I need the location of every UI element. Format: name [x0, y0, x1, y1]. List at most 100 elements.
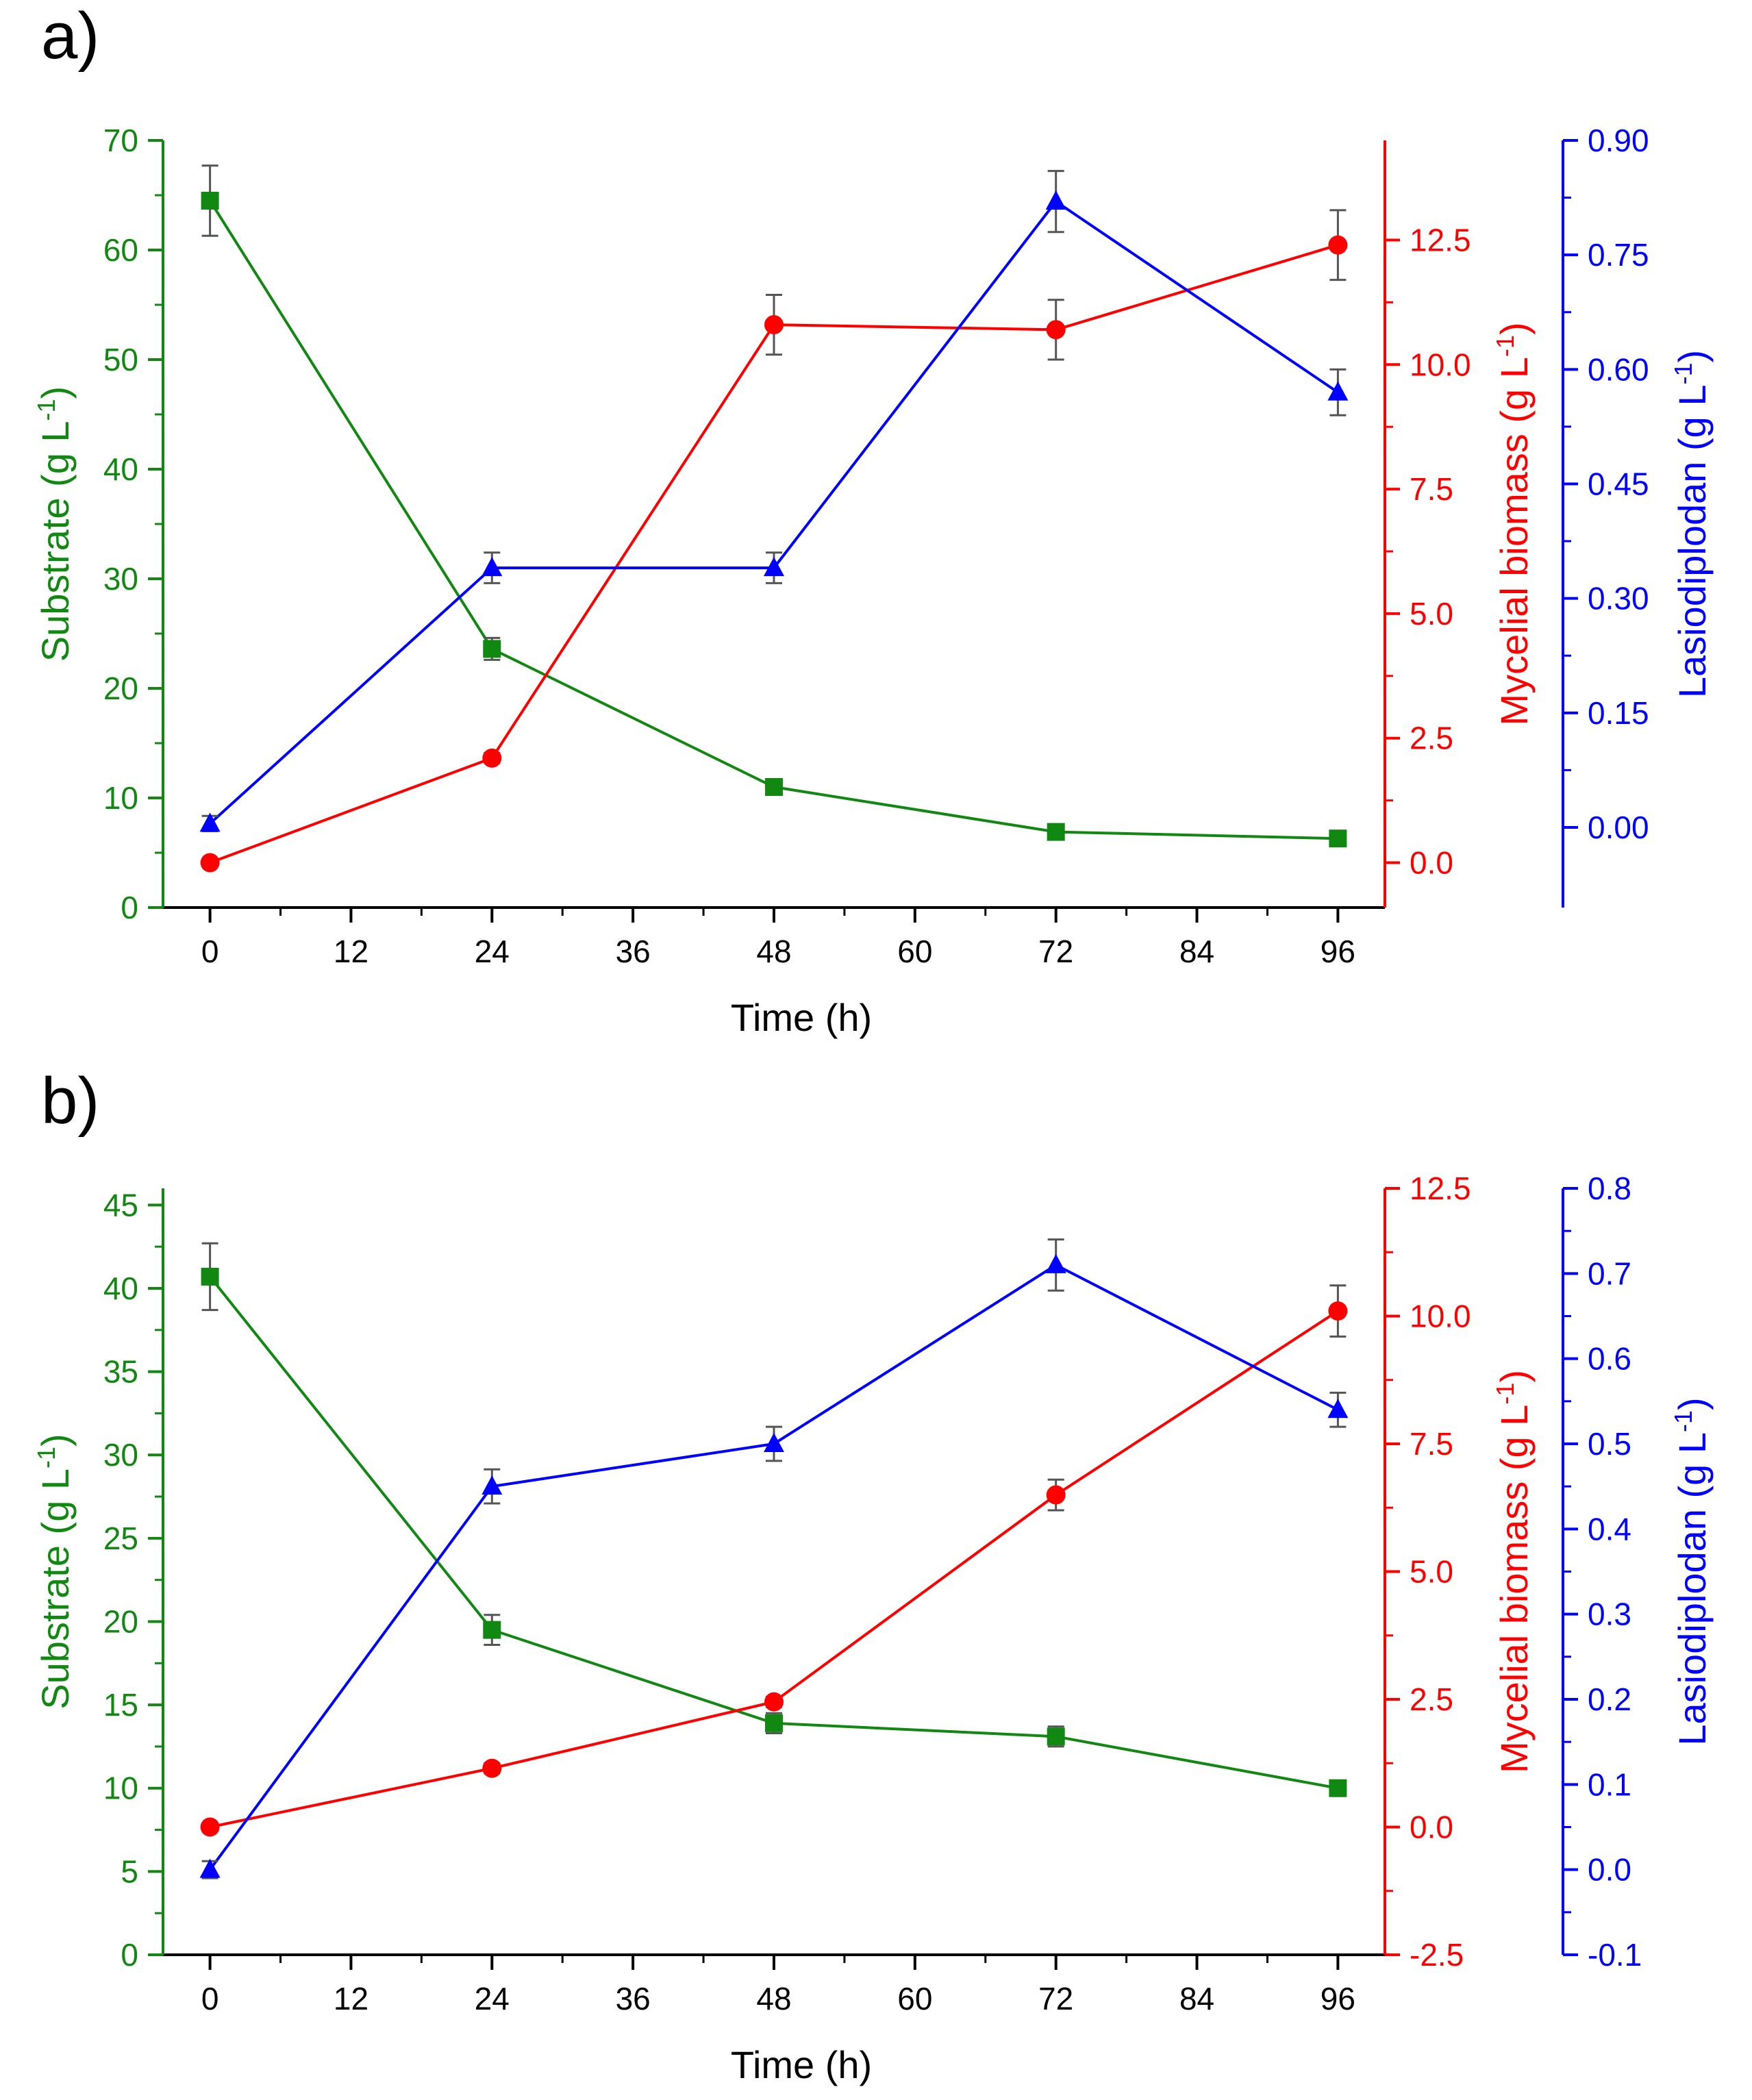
substrate-tick-label: 10 — [103, 1771, 138, 1806]
lasiodiplodan-tick-label: 0.7 — [1588, 1255, 1631, 1291]
biomass-tick-label: 0.0 — [1410, 1810, 1453, 1845]
axis-title-superscript: -1 — [1491, 1383, 1519, 1405]
substrate-tick-label: 0 — [121, 1937, 138, 1973]
substrate-marker — [765, 1714, 783, 1732]
x-tick-label: 60 — [897, 934, 932, 969]
x-tick-label: 24 — [475, 934, 510, 969]
x-tick-label: 0 — [201, 1981, 219, 2016]
substrate-marker — [483, 640, 501, 658]
x-tick-label: 36 — [616, 934, 651, 969]
substrate-tick-label: 30 — [103, 1437, 138, 1473]
x-axis-title: Time (h) — [731, 2043, 872, 2086]
lasiodiplodan-tick-label: 0.60 — [1588, 351, 1649, 387]
axis-title-end: ) — [1670, 350, 1714, 363]
axis-title-text: Lasiodiplodan (g L — [1670, 384, 1714, 698]
lasiodiplodan-tick-label: 0.45 — [1588, 466, 1649, 501]
axis-title-end: ) — [34, 1434, 77, 1447]
lasiodiplodan-marker — [764, 1433, 784, 1452]
substrate-marker — [1047, 1727, 1065, 1746]
axis-title-superscript: -1 — [1491, 335, 1519, 357]
lasiodiplodan-marker — [199, 812, 221, 832]
axis-title-superscript: -1 — [32, 1447, 60, 1468]
axis-title-superscript: -1 — [32, 399, 60, 421]
substrate-tick-label: 25 — [103, 1521, 138, 1556]
substrate-marker — [483, 1621, 501, 1639]
chart-panel-1: a) 0 12 24 36 48 60 72 84 96 Time (h) 0 10 20 30 40 50 60… — [32, 0, 1714, 1039]
biomass-tick-label: 10.0 — [1410, 347, 1471, 382]
biomass-marker — [1328, 235, 1348, 255]
x-tick-label: 60 — [897, 1981, 932, 2016]
substrate-tick-label: 40 — [103, 1271, 138, 1306]
lasiodiplodan-tick-label: 0.90 — [1588, 123, 1649, 158]
substrate-marker — [1047, 823, 1065, 841]
biomass-marker — [1046, 1485, 1066, 1505]
x-tick-label: 84 — [1179, 934, 1214, 969]
lasiodiplodan-tick-label: 0.5 — [1588, 1426, 1631, 1462]
x-tick-label: 12 — [334, 934, 368, 969]
biomass-marker — [482, 1758, 502, 1778]
biomass-tick-label: 2.5 — [1410, 1682, 1453, 1717]
biomass-axis-title: Mycelial biomass (g L-1) — [1491, 322, 1536, 725]
substrate-tick-label: 30 — [103, 561, 138, 597]
lasiodiplodan-series-line — [209, 1263, 1339, 1871]
lasiodiplodan-marker — [199, 1858, 221, 1878]
x-tick-label: 12 — [334, 1981, 368, 2016]
substrate-marker — [1329, 829, 1347, 848]
lasiodiplodan-tick-label: 0.1 — [1588, 1766, 1631, 1802]
axis-title-end: ) — [1670, 1397, 1714, 1410]
axis-title-text: Mycelial biomass (g L — [1492, 1405, 1536, 1773]
substrate-axis-title: Substrate (g L-1) — [32, 1434, 77, 1709]
x-tick-label: 24 — [475, 1981, 510, 2016]
substrate-tick-label: 60 — [103, 232, 138, 268]
x-tick-label: 48 — [756, 934, 791, 969]
lasiodiplodan-tick-label: 0.0 — [1588, 1852, 1631, 1888]
biomass-tick-label: 7.5 — [1410, 471, 1453, 507]
biomass-marker — [1328, 1301, 1348, 1321]
biomass-axis-title: Mycelial biomass (g L-1) — [1491, 1370, 1536, 1773]
biomass-marker — [1046, 320, 1066, 340]
lasiodiplodan-tick-label: 0.2 — [1588, 1682, 1631, 1717]
substrate-tick-label: 10 — [103, 780, 138, 816]
axis-title-superscript: -1 — [1669, 1410, 1697, 1432]
biomass-marker — [200, 1817, 220, 1837]
axis-title-text: Mycelial biomass (g L — [1492, 357, 1536, 725]
substrate-axis-title: Substrate (g L-1) — [32, 386, 77, 662]
biomass-marker — [200, 853, 220, 873]
lasiodiplodan-marker — [1045, 190, 1066, 210]
biomass-marker — [764, 315, 784, 335]
biomass-tick-label: 10.0 — [1410, 1299, 1471, 1334]
substrate-marker — [201, 1267, 219, 1286]
biomass-tick-label: 12.5 — [1410, 1171, 1471, 1206]
x-axis-title: Time (h) — [731, 996, 872, 1039]
lasiodiplodan-tick-label: 0.8 — [1588, 1171, 1631, 1206]
lasiodiplodan-tick-label: 0.3 — [1588, 1597, 1631, 1632]
lasiodiplodan-marker — [764, 557, 784, 577]
x-tick-label: 84 — [1179, 1981, 1214, 2016]
lasiodiplodan-marker — [1327, 1399, 1349, 1418]
biomass-tick-label: 5.0 — [1410, 1554, 1453, 1590]
substrate-tick-label: 40 — [103, 451, 138, 487]
substrate-tick-label: 20 — [103, 1603, 138, 1639]
lasiodiplodan-tick-label: -0.1 — [1588, 1937, 1642, 1973]
substrate-marker — [201, 192, 219, 210]
biomass-tick-label: 5.0 — [1410, 596, 1453, 632]
chart-panel-2: b) 0 12 24 36 48 60 72 84 96 Time (h) 0 5 10 15 20 25 30 3… — [32, 1064, 1714, 2086]
biomass-tick-label: 12.5 — [1410, 222, 1471, 258]
biomass-series-line — [210, 1310, 1339, 1829]
axis-title-end: ) — [1492, 1370, 1536, 1383]
x-tick-label: 36 — [616, 1981, 651, 2016]
axis-title-text: Substrate (g L — [34, 421, 77, 662]
substrate-tick-label: 45 — [103, 1187, 138, 1223]
lasiodiplodan-marker — [1045, 1253, 1066, 1273]
panel-label: a) — [41, 0, 99, 73]
substrate-marker — [765, 778, 783, 796]
x-tick-label: 72 — [1038, 1981, 1073, 2016]
biomass-marker — [482, 748, 502, 768]
biomass-tick-label: 2.5 — [1410, 721, 1453, 756]
lasiodiplodan-tick-label: 0.15 — [1588, 695, 1649, 731]
substrate-tick-label: 20 — [103, 671, 138, 706]
panel-label: b) — [41, 1064, 99, 1138]
biomass-tick-label: 0.0 — [1410, 845, 1453, 881]
lasiodiplodan-axis-title: Lasiodiplodan (g L-1) — [1669, 1397, 1714, 1745]
